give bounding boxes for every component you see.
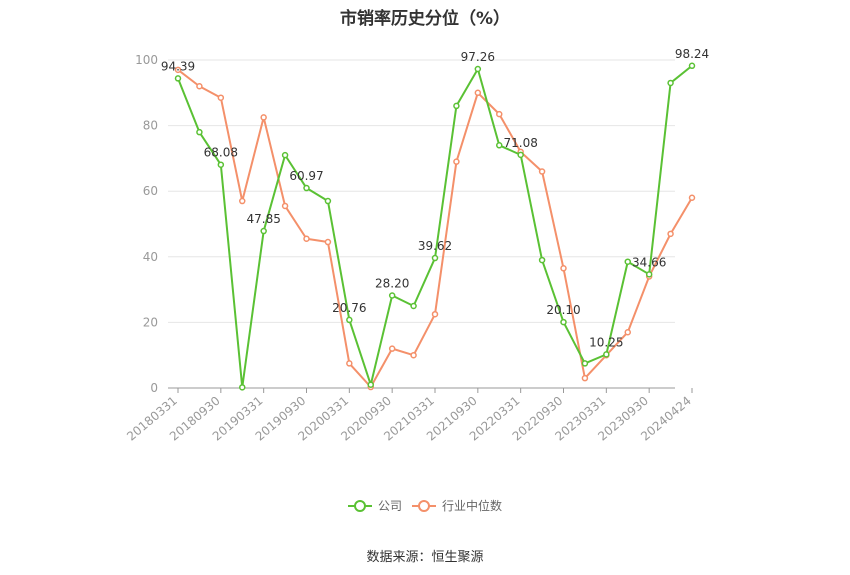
chart-title: 市销率历史分位（%） xyxy=(339,9,511,29)
industry-point-20200930 xyxy=(388,345,396,352)
company-point-20220331 xyxy=(517,151,524,159)
legend-item-industry[interactable]: 行业中位数 xyxy=(412,498,502,513)
grid-lines xyxy=(168,59,675,323)
industry-point-20191231 xyxy=(324,238,332,246)
company-point-20211231 xyxy=(496,142,503,149)
industry-point-20220930 xyxy=(560,265,567,272)
company-point-20210630 xyxy=(453,102,460,110)
data-label-20190930: 60.97 xyxy=(289,169,323,183)
industry-point-20201231 xyxy=(410,351,417,359)
data-label-20180331: 94.39 xyxy=(161,59,195,73)
industry-point-20220630 xyxy=(538,168,546,175)
data-label-20210930: 97.26 xyxy=(461,50,495,64)
industry-point-20231231 xyxy=(667,230,674,238)
company-point-20220630 xyxy=(538,256,546,264)
industry-point-20200331 xyxy=(346,360,353,367)
company-point-20230331 xyxy=(603,351,610,358)
company-point-20180331 xyxy=(174,75,182,82)
company-point-20180930 xyxy=(217,161,225,168)
legend-company-swatch-dot xyxy=(354,500,366,512)
legend-industry-swatch-dot xyxy=(418,500,430,512)
data-label-20220930: 20.10 xyxy=(546,303,580,317)
y-tick-label-20: 20 xyxy=(143,315,158,329)
company-point-20190630 xyxy=(281,151,289,159)
industry-point-20190331 xyxy=(260,114,267,121)
y-tick-label-80: 80 xyxy=(143,119,158,133)
company-point-20231231 xyxy=(667,79,674,87)
industry-point-20180630 xyxy=(196,82,203,90)
industry-point-20210930 xyxy=(474,89,482,97)
industry-point-20190630 xyxy=(281,202,289,210)
industry-point-20230630 xyxy=(624,328,631,336)
series-group xyxy=(174,62,696,391)
industry-point-20210630 xyxy=(453,158,460,165)
data-source: 数据来源：恒生聚源 xyxy=(366,550,484,565)
data-label-20210331: 39.62 xyxy=(418,239,452,253)
data-label-20220331: 71.08 xyxy=(503,136,537,150)
industry-point-20221231 xyxy=(581,374,589,382)
industry-point-20180331 xyxy=(174,66,182,74)
industry-point-20190930 xyxy=(303,235,310,243)
data-label-20200331: 20.76 xyxy=(332,301,366,315)
y-tick-label-100: 100 xyxy=(135,53,158,67)
company-point-20180630 xyxy=(196,128,203,136)
legend-industry-label: 行业中位数 xyxy=(442,498,502,513)
industry-point-20211231 xyxy=(496,110,503,118)
data-label-20200930: 28.20 xyxy=(375,277,409,291)
data-labels: 94.39 68.08 47.85 60.97 20.76 28.20 39.62 97.26… xyxy=(161,47,709,350)
y-axis-ticks: 0 20 40 60 80 100 xyxy=(135,53,158,395)
company-point-20200930 xyxy=(388,292,396,299)
company-point-20181231 xyxy=(239,384,246,391)
company-point-20221231 xyxy=(581,360,589,367)
legend-company-label: 公司 xyxy=(378,499,402,513)
data-label-20230331: 10.25 xyxy=(589,335,623,349)
x-axis: 2018033120180930201903312019093020200331… xyxy=(124,387,694,444)
data-label-20240424: 98.24 xyxy=(675,47,709,61)
data-label-20230930: 34.66 xyxy=(632,255,666,269)
y-tick-label-40: 40 xyxy=(143,250,158,264)
company-point-20191231 xyxy=(324,197,332,205)
company-point-20230630 xyxy=(624,258,631,265)
data-label-20180930: 68.08 xyxy=(204,146,238,160)
company-point-20201231 xyxy=(410,302,417,310)
industry-point-20210331 xyxy=(431,310,439,318)
industry-point-20180930 xyxy=(217,94,225,101)
y-tick-label-60: 60 xyxy=(143,184,158,198)
industry-point-20240424 xyxy=(688,194,696,202)
industry-point-20181231 xyxy=(239,197,246,205)
company-point-20200630 xyxy=(367,381,374,388)
company-point-20210331 xyxy=(431,254,439,262)
data-label-20190331: 47.85 xyxy=(246,212,280,226)
company-point-20220930 xyxy=(560,318,567,326)
legend: 公司 行业中位数 xyxy=(348,498,502,513)
company-point-20240424 xyxy=(688,62,696,70)
company-point-20210930 xyxy=(474,65,482,73)
company-point-20230930 xyxy=(645,271,653,278)
company-point-20200331 xyxy=(346,316,353,324)
company-point-20190930 xyxy=(303,184,310,192)
y-tick-label-0: 0 xyxy=(150,381,158,395)
legend-item-company[interactable]: 公司 xyxy=(348,499,402,513)
company-point-20190331 xyxy=(260,227,267,235)
